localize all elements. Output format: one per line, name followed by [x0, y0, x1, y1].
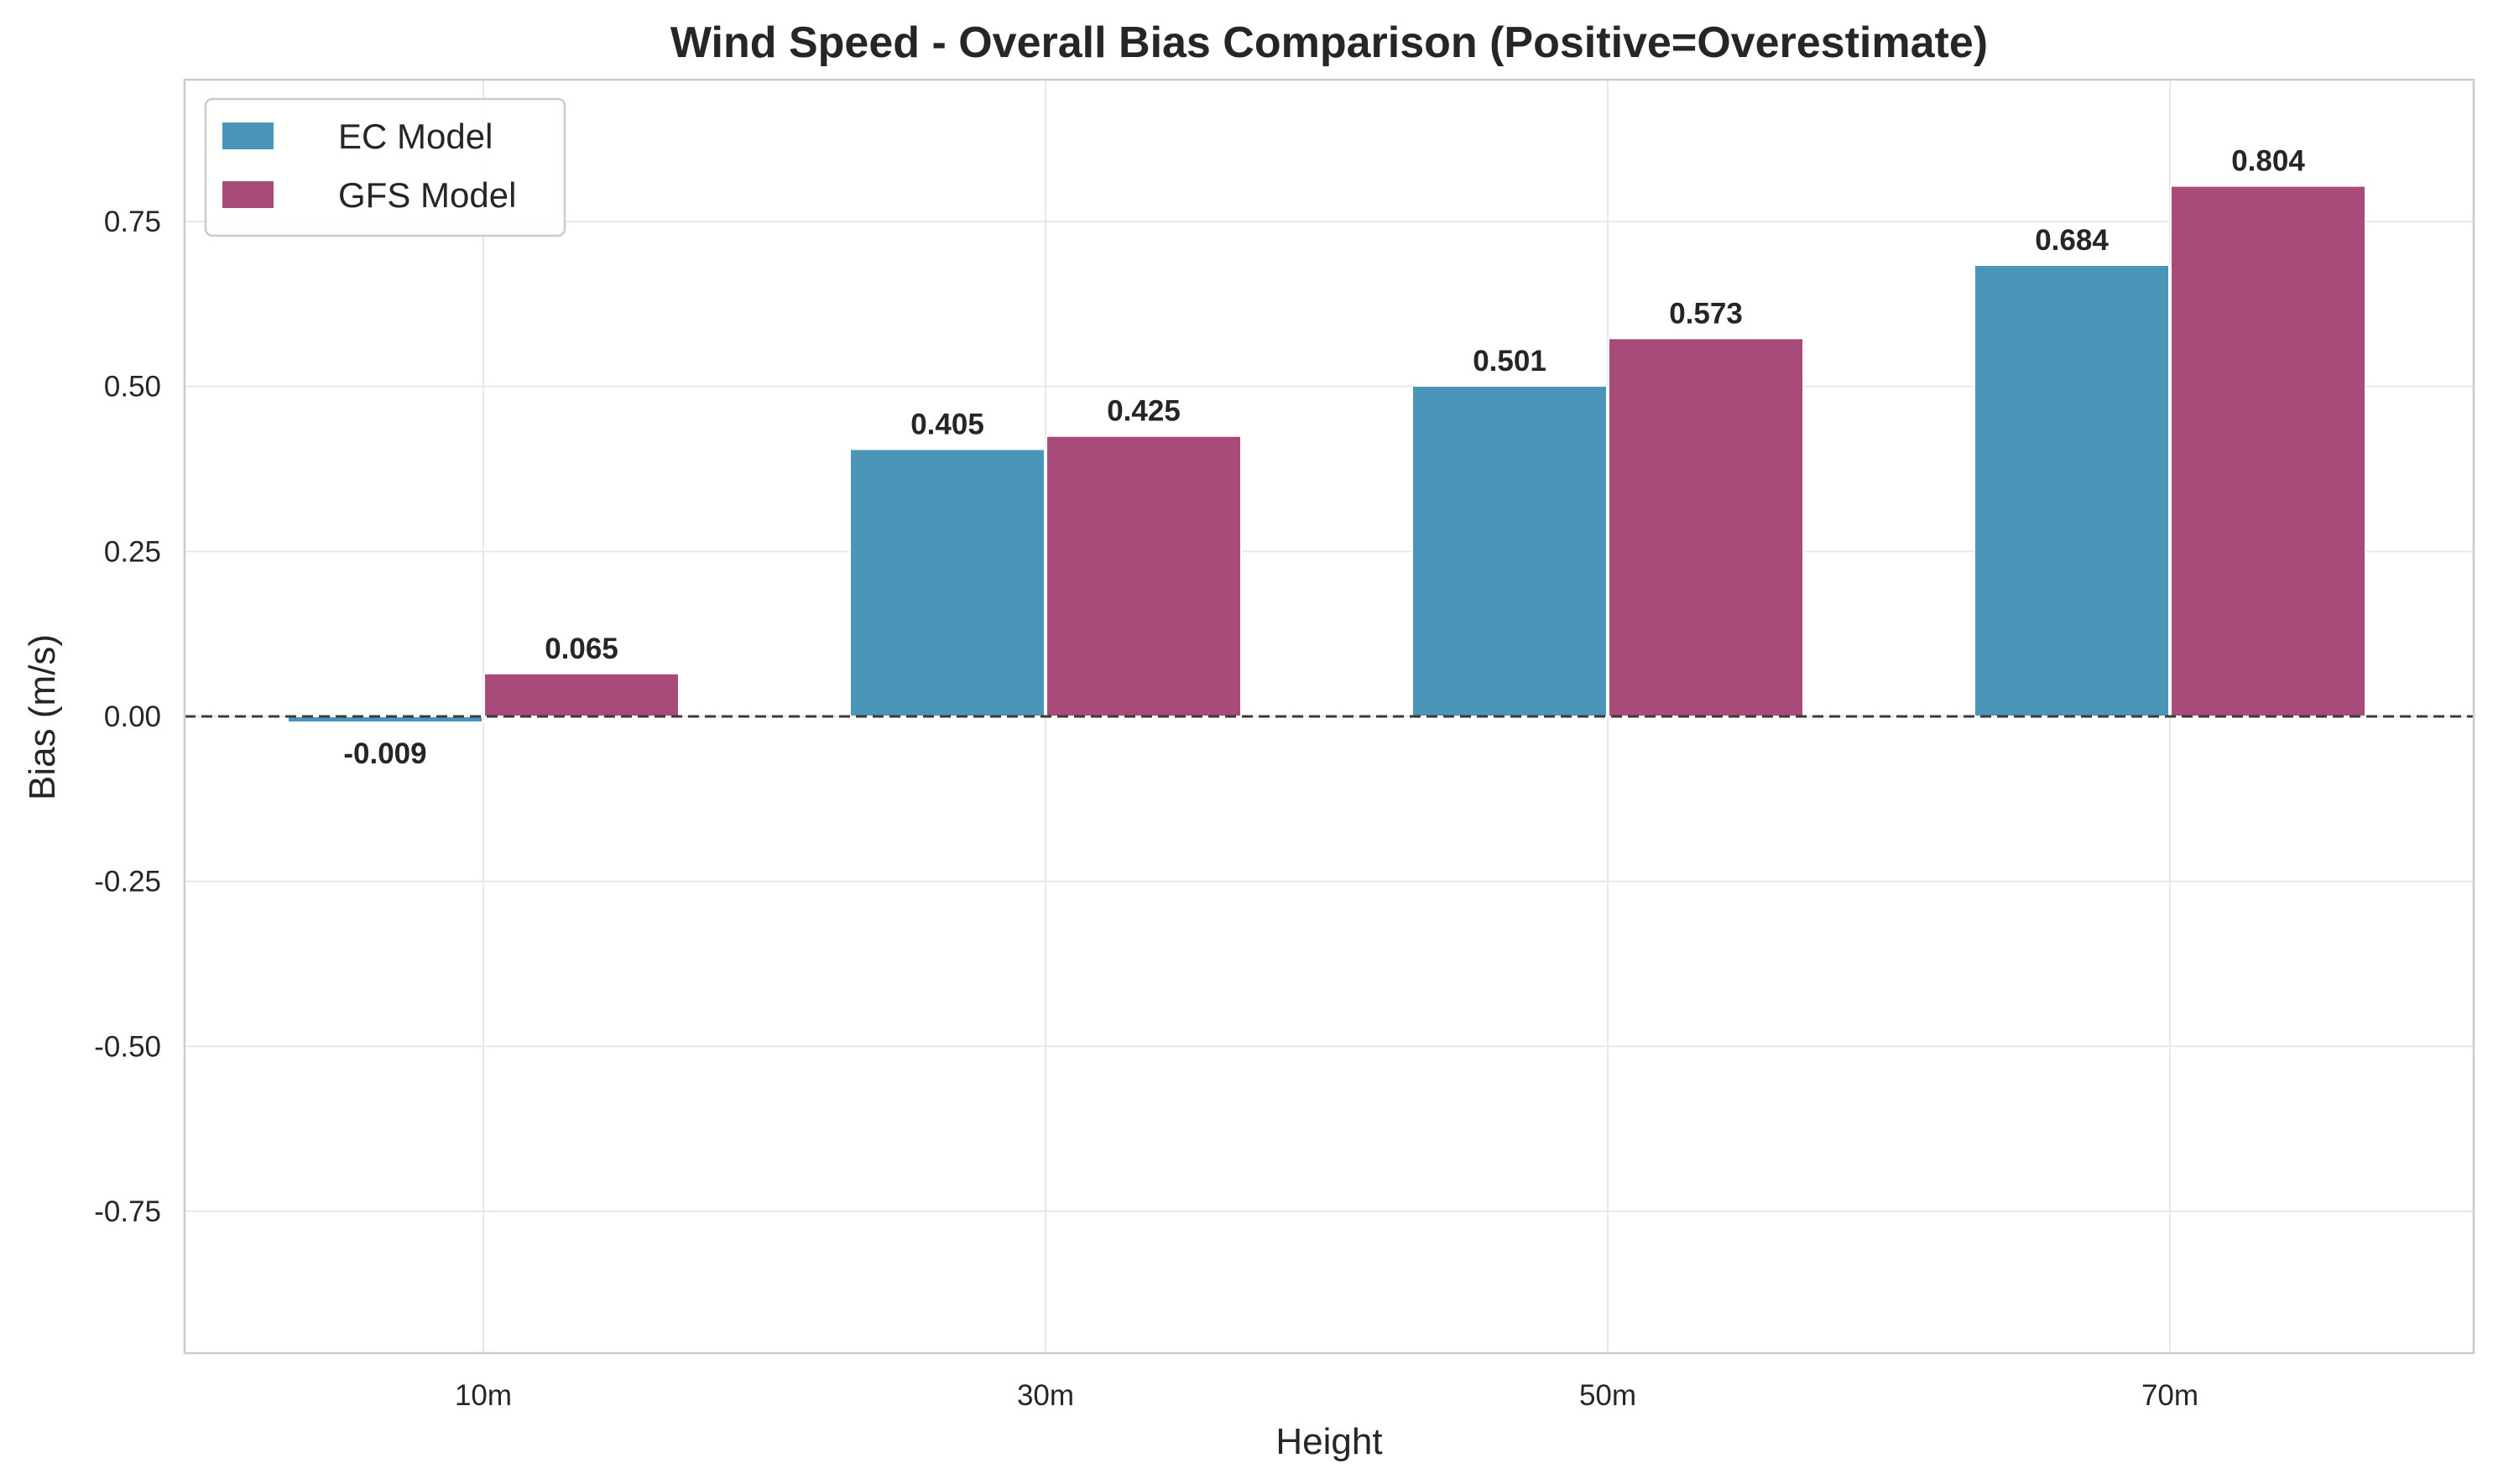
legend-frame — [204, 97, 566, 237]
bar-gfs-model — [483, 672, 680, 718]
y-axis-label: Bias (m/s) — [22, 634, 63, 800]
plot-frame — [183, 78, 2475, 1355]
legend-swatch-gfs-model — [222, 181, 274, 208]
bar-ec-model — [1411, 384, 1608, 717]
x-tick-label: 70m — [2141, 1379, 2198, 1412]
y-tick-label: 0.25 — [104, 535, 161, 568]
y-tick-label: -0.50 — [94, 1030, 161, 1063]
legend: EC Model GFS Model — [204, 97, 566, 237]
y-tick-label: -0.25 — [94, 866, 161, 898]
data-labels: -0.009 0.405 0.501 0.684 0.065 0.425 0.573 0.80… — [343, 145, 2305, 770]
data-label-gfs-model: 0.573 — [1669, 297, 1743, 330]
x-tick-label: 50m — [1579, 1379, 1636, 1412]
bar-ec-model — [287, 716, 483, 724]
data-label-gfs-model: 0.804 — [2231, 145, 2305, 178]
x-axis-label: Height — [1275, 1421, 1382, 1462]
data-label-gfs-model: 0.425 — [1107, 395, 1181, 428]
bar-gfs-model — [1608, 337, 1804, 717]
legend-label-gfs-model: GFS Model — [338, 175, 516, 215]
data-label-gfs-model: 0.065 — [545, 633, 618, 665]
y-tick-label: 0.50 — [104, 371, 161, 404]
y-tick-label: 0.75 — [104, 206, 161, 238]
y-tick-label: 0.00 — [104, 700, 161, 733]
bar-ec-model — [1974, 264, 2170, 717]
data-label-ec-model: 0.405 — [910, 408, 984, 440]
legend-label-ec-model: EC Model — [338, 117, 493, 156]
x-tick-label: 10m — [455, 1379, 512, 1412]
bar-gfs-model — [1046, 435, 1242, 717]
data-label-ec-model: -0.009 — [343, 737, 426, 770]
data-label-ec-model: 0.501 — [1473, 345, 1546, 378]
tick-labels: -0.75 -0.50 -0.25 0.00 0.25 0.50 0.75 10m 30m 50m… — [94, 206, 2198, 1412]
legend-swatch-ec-model — [222, 122, 274, 149]
bar-ec-model — [849, 448, 1046, 717]
bar-gfs-model — [2170, 185, 2366, 717]
x-tick-label: 30m — [1017, 1379, 1074, 1412]
data-label-ec-model: 0.684 — [2035, 224, 2109, 257]
bars — [287, 185, 2366, 724]
y-tick-label: -0.75 — [94, 1195, 161, 1228]
chart-title: Wind Speed - Overall Bias Comparison (Po… — [670, 18, 1988, 67]
